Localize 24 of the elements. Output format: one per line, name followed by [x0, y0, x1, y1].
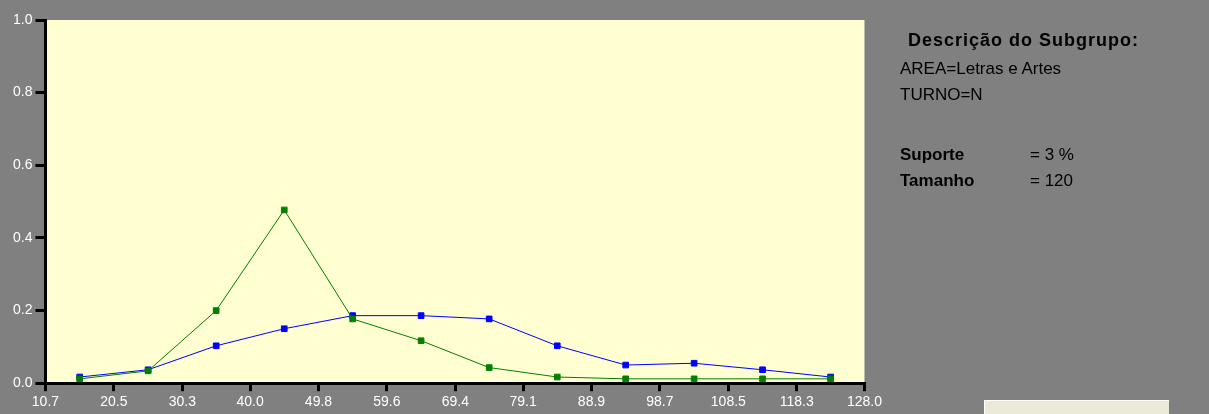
- y-tick-label: 0.4: [12, 228, 33, 245]
- x-tick-label: 98.7: [646, 393, 674, 410]
- text: TURNO=N: [900, 85, 984, 105]
- x-tick-label: 20.5: [100, 393, 128, 410]
- x-tick-label: 128.0: [846, 393, 883, 410]
- y-tick-label: 0.8: [12, 83, 33, 100]
- text: Descrição do Subgrupo:: [908, 30, 1141, 51]
- x-tick-label: 79.1: [509, 393, 537, 410]
- x-tick-label: 40.0: [236, 393, 264, 410]
- x-tick-label: 59.6: [373, 393, 401, 410]
- y-tick-label: 1.0: [12, 10, 33, 27]
- text: Suporte = 3 %: [900, 145, 1074, 164]
- x-tick-label: 30.3: [168, 393, 197, 410]
- text: Tamanho = 120: [900, 171, 1074, 190]
- x-tick-label: 118.3: [779, 393, 814, 410]
- x-tick-label: 88.9: [577, 393, 606, 410]
- y-tick-label: 0.6: [12, 156, 33, 173]
- x-tick-label: 49.8: [304, 393, 333, 410]
- text: AREA=Letras e Artes: [900, 59, 1063, 79]
- x-tick-label: 108.5: [710, 393, 747, 410]
- y-tick-label: 0.0: [12, 374, 33, 391]
- x-tick-label: 69.4: [441, 393, 470, 410]
- x-tick-label: 10.7: [31, 393, 60, 410]
- y-tick-label: 0.2: [12, 301, 33, 318]
